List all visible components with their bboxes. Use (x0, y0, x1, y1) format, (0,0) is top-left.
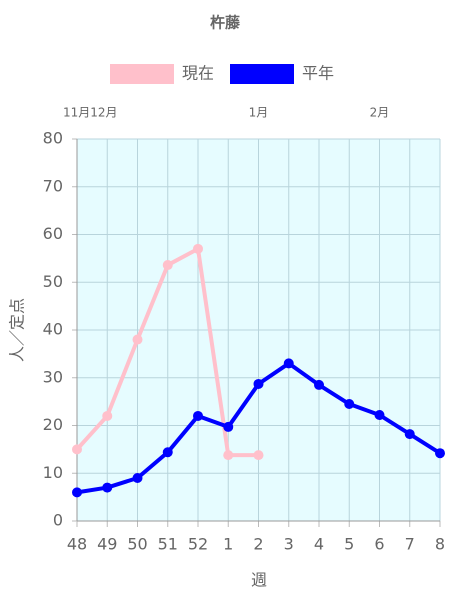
data-point (223, 421, 234, 432)
x-tick-label: 5 (344, 535, 354, 554)
data-point (193, 243, 203, 254)
data-point (435, 448, 445, 459)
legend-swatch (110, 64, 174, 84)
y-tick-label: 10 (43, 463, 63, 482)
data-point (253, 378, 264, 389)
data-point (404, 429, 415, 440)
legend-swatch (230, 64, 294, 84)
y-tick-label: 60 (43, 224, 63, 243)
y-tick-label: 0 (53, 511, 63, 530)
data-point (193, 410, 203, 421)
x-tick-label: 2 (253, 535, 263, 554)
data-point (344, 399, 355, 410)
data-point (374, 409, 385, 420)
data-point (72, 487, 82, 498)
data-point (102, 410, 113, 421)
top-tick-label: 2月 (370, 106, 390, 120)
y-axis-title: 人／定点 (8, 298, 27, 362)
x-tick-label: 52 (188, 535, 208, 554)
x-tick-label: 48 (67, 535, 87, 554)
x-tick-label: 8 (435, 535, 445, 554)
top-tick-label: 11月12月 (63, 106, 118, 120)
data-point (223, 450, 234, 461)
y-tick-label: 50 (43, 272, 63, 291)
data-point (162, 260, 173, 271)
y-tick-label: 70 (43, 176, 63, 195)
x-tick-label: 49 (97, 535, 117, 554)
x-tick-label: 6 (374, 535, 384, 554)
data-point (253, 450, 264, 461)
x-tick-label: 4 (314, 535, 324, 554)
data-point (314, 379, 324, 390)
top-tick-label: 1月 (249, 106, 269, 120)
x-tick-label: 50 (127, 535, 147, 554)
data-point (132, 473, 143, 484)
x-tick-label: 3 (284, 535, 294, 554)
x-tick-label: 7 (405, 535, 415, 554)
y-tick-label: 20 (43, 415, 63, 434)
data-point (283, 358, 294, 369)
data-point (72, 444, 82, 455)
x-axis-title: 週 (251, 571, 267, 590)
legend-label: 現在 (182, 64, 214, 83)
chart-title: 杵藤 (210, 14, 241, 32)
x-tick-label: 51 (158, 535, 178, 554)
data-point (132, 334, 143, 345)
y-tick-label: 80 (43, 129, 63, 148)
y-tick-label: 40 (43, 320, 63, 339)
x-tick-label: 1 (223, 535, 233, 554)
data-point (102, 482, 113, 493)
data-point (162, 447, 173, 458)
y-tick-label: 30 (43, 367, 63, 386)
legend-label: 平年 (302, 64, 334, 83)
